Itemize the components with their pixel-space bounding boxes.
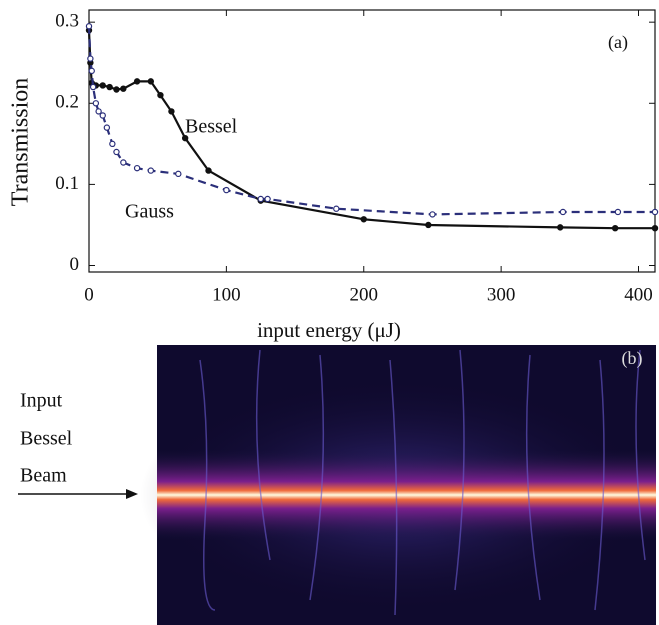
y-axis-title: Transmission	[8, 78, 34, 206]
data-point	[88, 67, 95, 75]
data-point	[120, 159, 127, 166]
data-point	[425, 221, 432, 229]
y-tick-label: 0.2	[55, 92, 79, 113]
data-point	[99, 112, 106, 119]
data-point	[205, 167, 212, 174]
data-point	[257, 195, 264, 203]
chart: Transmission input energy (μJ) (a) 0 0.1 0…	[8, 9, 659, 342]
x-tick-label: 200	[350, 284, 379, 305]
data-point	[103, 124, 111, 131]
data-point	[333, 205, 340, 212]
series-label: Bessel	[185, 116, 238, 138]
data-point	[614, 208, 622, 216]
data-point	[87, 55, 94, 62]
x-tick-label: 300	[487, 284, 516, 305]
x-axis-title: input energy (μJ)	[257, 318, 401, 342]
y-tick-label: 0.1	[55, 173, 79, 194]
plot-frame	[88, 9, 656, 273]
x-tick-label: 0	[84, 284, 94, 305]
data-point	[85, 23, 93, 30]
data-point	[559, 208, 567, 216]
beam	[157, 450, 656, 540]
caption: Input	[20, 390, 63, 412]
data-point	[120, 85, 127, 92]
data-point	[651, 224, 659, 232]
data-point	[264, 195, 271, 203]
data-point	[223, 186, 230, 194]
y-tick-label: 0	[70, 254, 80, 275]
panel-label: (a)	[608, 32, 628, 53]
data-point	[168, 108, 175, 115]
data-point	[157, 91, 164, 99]
data-point	[611, 224, 619, 232]
data-point	[175, 170, 182, 178]
data-point	[95, 108, 102, 115]
series-label: Gauss	[125, 201, 174, 223]
panel-label: (b)	[622, 348, 643, 369]
caption: Beam	[20, 465, 67, 487]
x-tick-label: 400	[624, 284, 653, 305]
data-point	[360, 216, 367, 223]
series-line	[87, 30, 655, 230]
caption: Bessel	[20, 428, 73, 450]
series-line	[87, 26, 655, 216]
data-point	[133, 78, 141, 85]
data-point	[106, 83, 113, 91]
data-point	[113, 148, 120, 156]
filaments	[199, 349, 646, 616]
x-tick-label: 100	[212, 284, 241, 305]
y-tick-label: 0.3	[55, 11, 79, 32]
data-point	[429, 211, 436, 218]
data-point	[89, 83, 97, 91]
data-point	[651, 208, 659, 216]
data-point	[113, 86, 120, 93]
data-point	[181, 134, 189, 142]
panel-b: (b) Input Bessel Beam	[18, 345, 659, 625]
data-point	[133, 164, 141, 172]
data-point	[109, 140, 116, 148]
data-point	[147, 78, 155, 85]
data-point	[99, 82, 106, 89]
data-point	[147, 167, 155, 174]
arrow-head	[126, 489, 138, 499]
data-point	[92, 100, 100, 107]
data-point	[557, 224, 564, 231]
